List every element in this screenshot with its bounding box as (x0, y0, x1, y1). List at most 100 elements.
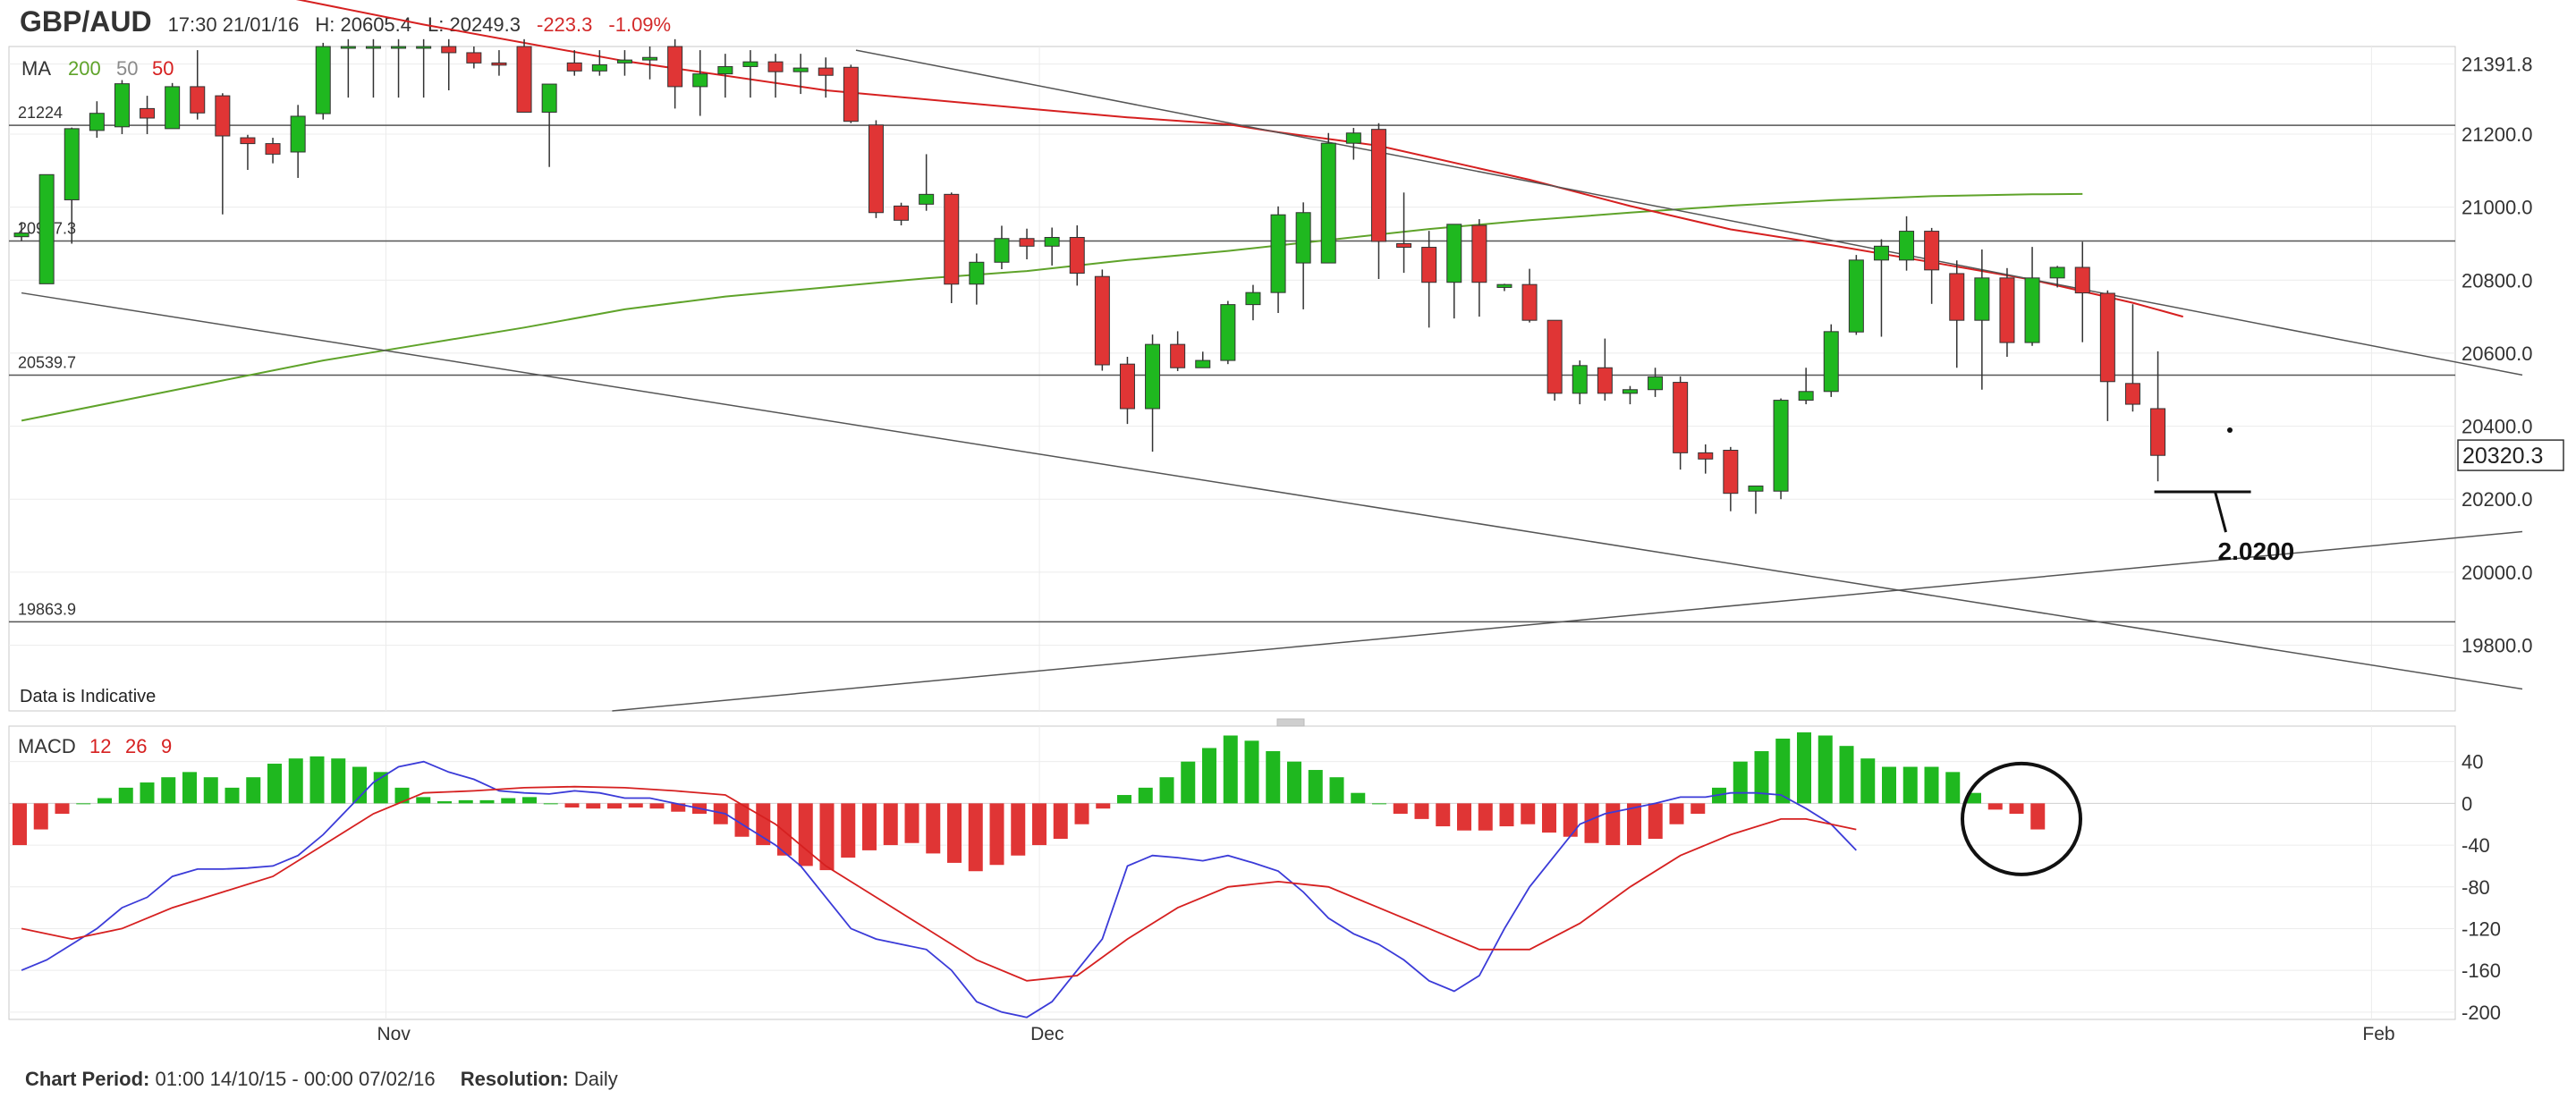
macd-hist-bar (564, 803, 580, 808)
macd-hist-bar (798, 803, 813, 867)
macd-hist-bar (1584, 803, 1599, 843)
change-percent: -1.09% (608, 13, 672, 36)
candle-body (1119, 363, 1135, 410)
candle-body (114, 83, 130, 128)
price-tick-label: 20600.0 (2462, 342, 2533, 365)
resolution-value: Daily (573, 1068, 618, 1090)
macd-hist-bar (1967, 792, 1981, 804)
candle-body (1396, 242, 1412, 249)
macd-hist-bar (118, 787, 133, 804)
macd-hist-bar (1351, 792, 1366, 804)
macd-hist-bar (288, 758, 303, 804)
timestamp: 17:30 21/01/16 (167, 13, 300, 36)
macd-tick-label: -200 (2462, 1002, 2501, 1024)
macd-hist-bar (1393, 803, 1408, 815)
candle-body (1069, 237, 1085, 275)
macd-hist-bar (883, 803, 898, 846)
low-value: L: 20249.3 (428, 13, 521, 36)
time-tick-label: Dec (1030, 1024, 1063, 1044)
candle-body (591, 63, 607, 72)
candle-body (1748, 486, 1764, 492)
trendline (21, 292, 2523, 690)
candle-body (190, 86, 206, 114)
macd-legend-item: 12 (89, 735, 111, 757)
macd-hist-bar (437, 801, 452, 804)
price-axis-labels: 19800.0 20000.0 20200.0 20400.0 20600.0 20800… (2457, 54, 2564, 657)
candle-body (89, 113, 105, 131)
price-panel-border (8, 46, 2456, 712)
macd-hist-bar (1987, 803, 2003, 810)
ma-legend-label: MA (21, 57, 51, 80)
candle-body (1496, 283, 1513, 288)
candle-body (265, 143, 281, 155)
macd-hist-bar (777, 803, 792, 856)
macd-axis-labels: 40 0 -40 -80 -120 -160 -200 (2462, 751, 2501, 1024)
panel-resize-handle (1276, 718, 1305, 727)
candle-body (1798, 391, 1814, 402)
macd-hist-bar (140, 782, 155, 804)
candle-body (1245, 292, 1261, 306)
macd-hist-bar (649, 803, 665, 809)
price-tick-label: 21391.8 (2462, 54, 2533, 76)
candle-body (944, 193, 960, 285)
candle-body (290, 115, 306, 153)
macd-hist-bar (225, 787, 240, 804)
ma-legend-item: 200 (68, 57, 101, 80)
candle-body (1698, 452, 1714, 460)
macd-hist-bar (841, 803, 856, 858)
price-tick-label: 20800.0 (2462, 269, 2533, 292)
trendlines (21, 49, 2523, 712)
candle-body (1673, 382, 1689, 453)
macd-hist-bar (309, 756, 325, 804)
macd-hist-bar (1542, 803, 1556, 833)
macd-tick-label: -120 (2462, 917, 2501, 940)
macd-histogram (13, 732, 2046, 872)
candle-body (416, 46, 432, 49)
candle-body (516, 46, 532, 113)
candle-body (1370, 129, 1386, 242)
candle-body (818, 67, 834, 76)
signal-line (21, 785, 1857, 982)
price-tick-label: 20200.0 (2462, 488, 2533, 511)
macd-hist-bar (522, 797, 537, 804)
candle-body (1949, 273, 1965, 321)
macd-hist-bar (479, 799, 495, 804)
candle-body (919, 193, 935, 205)
macd-hist-bar (543, 803, 558, 805)
candle-body (1446, 224, 1462, 283)
macd-hist-bar (1244, 740, 1259, 804)
macd-hist-bar (1797, 732, 1811, 804)
macd-hist-bar (267, 764, 282, 804)
macd-hist-bar (1436, 803, 1451, 827)
candle-body (466, 52, 482, 63)
candle-body (692, 73, 708, 88)
macd-hist-bar (33, 803, 48, 830)
candle-body (1145, 343, 1161, 410)
candle-body (13, 232, 30, 238)
price-tick-label: 20000.0 (2462, 562, 2533, 584)
candle-body (566, 62, 582, 72)
macd-legend-item: 9 (161, 735, 172, 757)
macd-hist-bar (1032, 803, 1046, 846)
candle-body (240, 137, 256, 145)
macd-tick-label: -160 (2462, 960, 2501, 982)
macd-hist-bar (904, 803, 919, 843)
macd-hist-bar (1266, 751, 1281, 804)
macd-hist-bar (1860, 758, 1876, 804)
candle-body (1899, 231, 1915, 261)
candle-body (64, 128, 80, 200)
candle-body (140, 107, 156, 119)
legends: Data is Indicative MA 200 50 50 MACD 12 26 9 (18, 57, 174, 757)
macd-hist-bar (1011, 803, 1026, 856)
macd-hist-bar (1627, 803, 1641, 846)
chart-period-value: 01:00 14/10/15 - 00:00 07/02/16 (155, 1068, 436, 1090)
macd-hist-bar (373, 772, 388, 804)
last-price-box (2457, 439, 2564, 471)
candle-body (1873, 245, 1889, 261)
macd-hist-bar (1074, 803, 1089, 824)
macd-hist-bar (1754, 751, 1769, 804)
price-tick-label: 21000.0 (2462, 197, 2533, 219)
macd-tick-label: -80 (2462, 876, 2490, 899)
price-gridlines (9, 46, 2455, 711)
